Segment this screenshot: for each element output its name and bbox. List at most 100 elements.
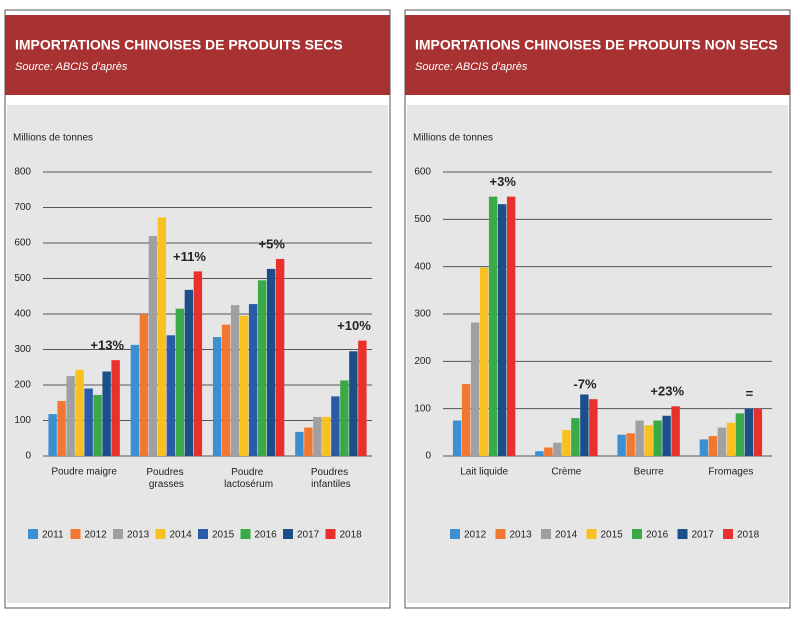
bar [295, 431, 304, 456]
legend-swatch [325, 529, 336, 539]
bar [699, 439, 709, 456]
bar [589, 399, 598, 456]
legend-label: 2012 [85, 530, 108, 541]
legend-label: 2015 [212, 530, 235, 541]
bar [626, 433, 635, 456]
bar [479, 267, 489, 456]
y-tick-label: 300 [14, 344, 31, 355]
chart-subtitle: Source: ABCIS d'après [15, 61, 128, 73]
bar [562, 429, 571, 456]
x-tick-label: Lait liquide [460, 467, 508, 478]
y-tick-label: 100 [414, 403, 431, 414]
annotation: = [746, 386, 754, 401]
y-tick-label: 400 [414, 261, 431, 272]
y-tick-label: 300 [414, 309, 431, 320]
x-tick-label: Crème [551, 467, 581, 478]
bar [580, 394, 589, 456]
bar [644, 425, 653, 456]
panel-header [5, 15, 390, 95]
bar [111, 360, 120, 456]
legend-swatch [586, 529, 597, 539]
legend-label: 2018 [737, 530, 760, 541]
bar [553, 442, 562, 456]
y-tick-label: 600 [14, 238, 31, 249]
bar [322, 416, 331, 456]
annotation: +23% [650, 384, 684, 399]
legend-swatch [113, 529, 123, 539]
bar [735, 413, 745, 456]
legend-label: 2015 [601, 530, 624, 541]
bar [349, 351, 358, 456]
bar [193, 271, 203, 456]
bar [744, 408, 754, 456]
x-tick-label: Poudres grasses [146, 467, 186, 490]
bar [93, 394, 102, 456]
bar [340, 380, 349, 456]
bar [653, 420, 662, 456]
bar [717, 427, 727, 456]
bar [48, 414, 57, 456]
annotation: +13% [90, 338, 124, 353]
bar [257, 280, 267, 456]
annotation: +11% [173, 249, 206, 264]
bar [313, 416, 322, 456]
y-tick-label: 500 [414, 214, 431, 225]
bar [266, 268, 276, 456]
legend-label: 2013 [127, 530, 150, 541]
y-tick-label: 200 [14, 380, 31, 391]
panel-header [405, 15, 790, 95]
bar [221, 324, 231, 456]
bar [461, 384, 471, 456]
bar [497, 204, 507, 456]
bar [304, 427, 313, 456]
bar [753, 408, 763, 456]
y-tick-label: 700 [14, 202, 31, 213]
y-tick-label: 100 [14, 415, 31, 426]
y-tick-label: 400 [14, 309, 31, 320]
legend-swatch [677, 529, 688, 539]
bar [66, 376, 75, 456]
x-tick-label: Poudre lactosérum [224, 467, 273, 490]
bar [544, 447, 553, 456]
legend-swatch [541, 529, 551, 539]
y-tick-label: 800 [14, 167, 31, 178]
y-tick-label: 600 [414, 167, 431, 178]
bar [635, 420, 644, 456]
legend-label: 2017 [297, 530, 320, 541]
annotation: +3% [490, 174, 517, 189]
x-tick-label: Beurre [634, 467, 664, 478]
legend-swatch [155, 529, 166, 539]
bar [726, 422, 736, 456]
legend-label: 2011 [42, 530, 64, 541]
legend-label: 2016 [646, 530, 669, 541]
legend-label: 2013 [510, 530, 533, 541]
legend-label: 2014 [555, 530, 578, 541]
annotation: +5% [259, 236, 286, 251]
bar [470, 322, 480, 456]
bar [331, 396, 340, 456]
legend-swatch [70, 529, 81, 539]
plot-background [407, 105, 788, 603]
legend-swatch [198, 529, 208, 539]
legend-swatch [28, 529, 38, 539]
legend-label: 2018 [340, 530, 363, 541]
bar [452, 420, 462, 456]
bar [230, 305, 240, 456]
bar [148, 235, 158, 456]
legend-swatch [283, 529, 293, 539]
bar [130, 344, 140, 456]
y-tick-label: 200 [414, 356, 431, 367]
bar [571, 418, 580, 456]
legend-label: 2016 [255, 530, 278, 541]
legend-swatch [632, 529, 642, 539]
bar [139, 314, 149, 456]
x-tick-label: Fromages [708, 467, 753, 478]
bar [166, 335, 176, 456]
chart-title: IMPORTATIONS CHINOISES DE PRODUITS SECS [15, 37, 343, 53]
chart-title: IMPORTATIONS CHINOISES DE PRODUITS NON S… [415, 37, 778, 53]
legend-label: 2012 [464, 530, 487, 541]
bar [662, 415, 671, 456]
y-axis-label: Millions de tonnes [13, 133, 93, 144]
